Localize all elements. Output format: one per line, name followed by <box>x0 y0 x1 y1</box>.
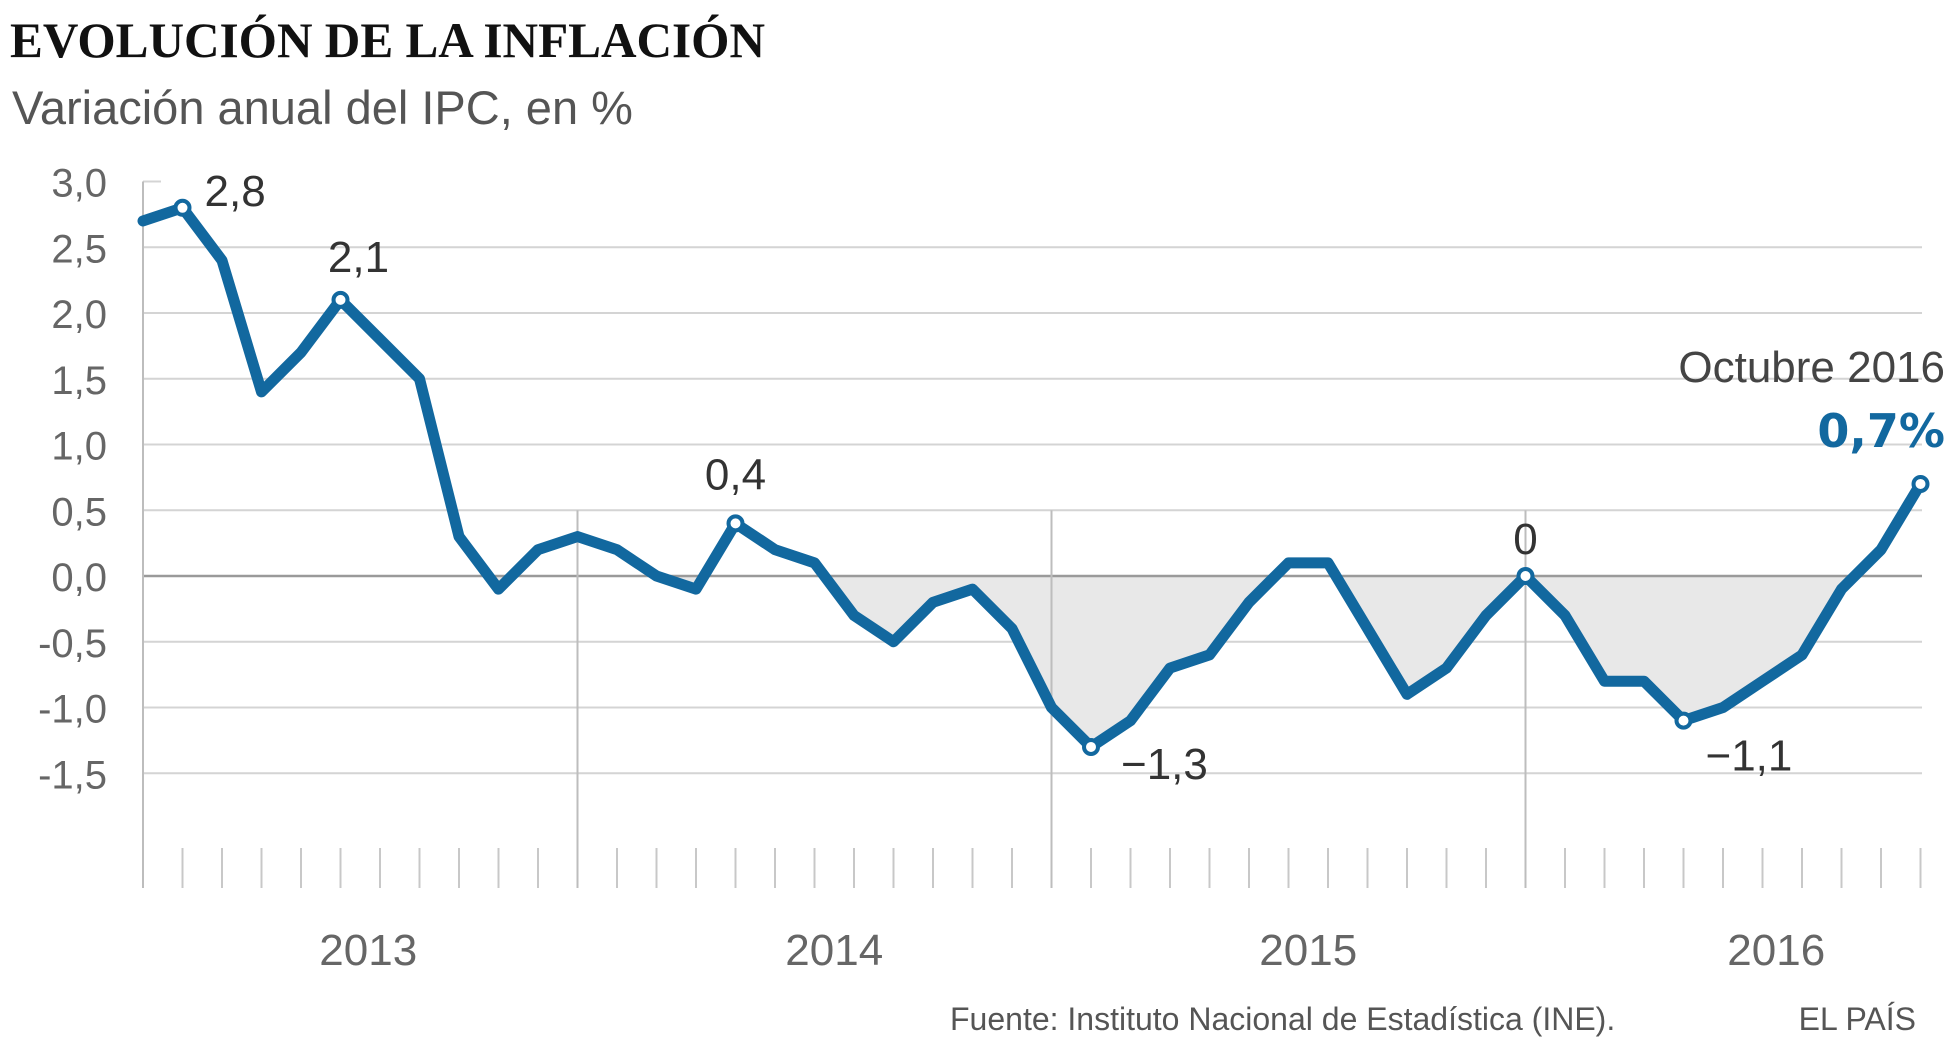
source-note: Fuente: Instituto Nacional de Estadístic… <box>950 1001 1615 1037</box>
x-axis-ticks <box>181 848 1922 888</box>
year-label: 2013 <box>319 926 417 975</box>
y-tick-label: -1,5 <box>38 753 107 797</box>
y-tick-label: 3,0 <box>51 162 107 206</box>
data-label: 0,4 <box>705 450 766 499</box>
data-point-marker <box>1082 737 1100 756</box>
y-tick-label: -0,5 <box>38 622 107 666</box>
data-label: −1,3 <box>1121 740 1208 789</box>
y-tick-label: 1,0 <box>51 425 107 469</box>
brand-credit: EL PAÍS <box>1799 1001 1916 1037</box>
chart-title: EVOLUCIÓN DE LA INFLACIÓN <box>10 12 765 68</box>
data-label: 0 <box>1513 515 1537 564</box>
data-labels: 2,8 2,1 0,4 −1,3 0 −1,1 <box>205 167 1793 789</box>
y-axis-labels: 3,0 2,5 2,0 1,5 1,0 0,5 0,0 -0,5 -1,0 -1,5 <box>38 162 107 798</box>
negative-area <box>488 576 1855 747</box>
y-tick-label: 2,0 <box>51 293 107 337</box>
data-point-marker <box>1674 711 1693 730</box>
annotated-markers <box>173 198 1930 756</box>
data-point-marker <box>331 290 350 309</box>
data-label: −1,1 <box>1706 732 1793 781</box>
callout-value: 0,7% <box>1817 404 1945 458</box>
x-axis-year-labels: 2013 2014 2015 2016 <box>319 926 1825 975</box>
year-label: 2015 <box>1259 926 1357 975</box>
chart-subtitle: Variación anual del IPC, en % <box>12 81 633 134</box>
y-tick-label: -1,0 <box>38 688 107 732</box>
callout-date: Octubre 2016 <box>1678 343 1945 392</box>
data-point-marker <box>726 514 745 533</box>
data-label: 2,8 <box>205 167 266 216</box>
data-point-marker <box>1516 567 1535 585</box>
year-label: 2016 <box>1727 926 1825 975</box>
y-tick-label: 0,0 <box>51 556 107 600</box>
y-tick-label: 2,5 <box>51 227 107 271</box>
data-label: 2,1 <box>328 233 389 282</box>
y-tick-label: 0,5 <box>51 490 107 534</box>
data-point-marker <box>1911 474 1930 493</box>
data-point-marker <box>173 198 192 217</box>
year-label: 2014 <box>785 926 883 975</box>
y-tick-label: 1,5 <box>51 359 107 403</box>
series-line-ipc <box>137 202 1926 753</box>
